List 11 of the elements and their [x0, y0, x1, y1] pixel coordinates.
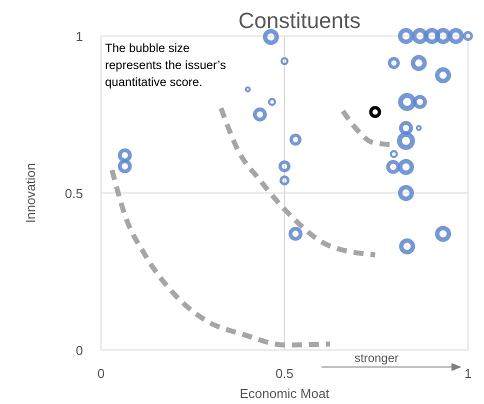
y-tick-label: 1 — [76, 29, 83, 44]
y-axis-title: Innovation — [23, 163, 38, 223]
y-tick-label: 0 — [76, 343, 83, 358]
text: stronger — [354, 351, 399, 365]
x-tick-label: 0 — [97, 366, 105, 381]
x-tick-label: 1 — [464, 366, 472, 381]
x-axis-title: Economic Moat — [240, 386, 330, 401]
x-tick-label: 0.5 — [275, 366, 294, 381]
y-tick-label: 0.5 — [64, 186, 83, 201]
chart-title: Constituents — [238, 8, 361, 33]
annotation: The bubble size represents the issuer’s quantitative score. — [105, 40, 245, 91]
